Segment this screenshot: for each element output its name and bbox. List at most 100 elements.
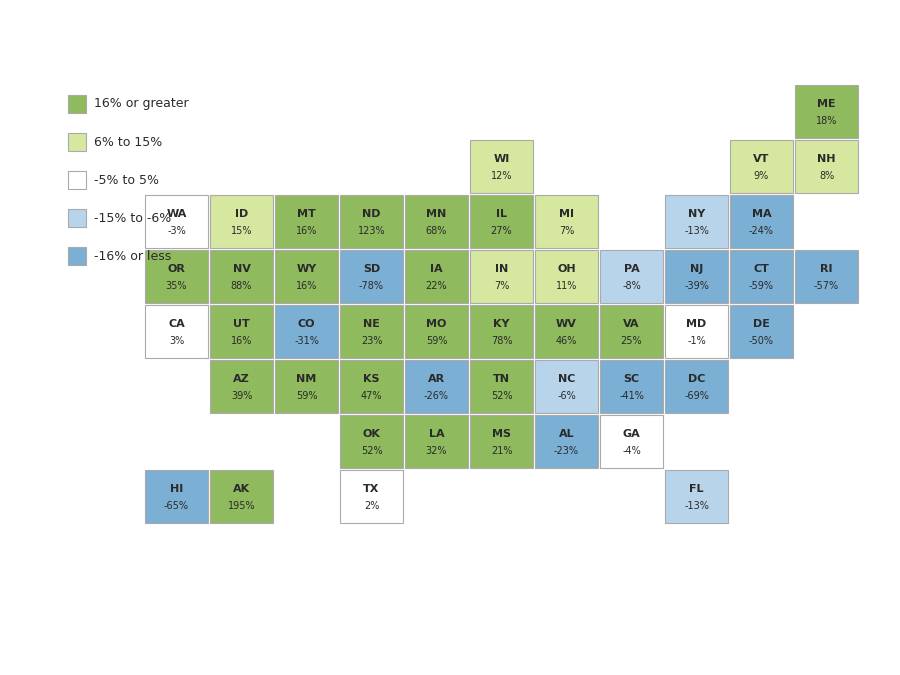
Bar (145, 470, 208, 523)
Text: -24%: -24% (749, 226, 774, 236)
Text: UT: UT (233, 319, 250, 329)
Text: -1%: -1% (687, 336, 706, 346)
Text: WY: WY (296, 264, 317, 274)
Bar (470, 250, 533, 303)
Text: 22%: 22% (426, 281, 447, 291)
Bar (730, 140, 793, 193)
Text: 46%: 46% (556, 336, 577, 346)
Bar (535, 360, 598, 413)
Text: 16%: 16% (296, 281, 317, 291)
Text: MS: MS (492, 429, 511, 439)
Bar (730, 305, 793, 358)
Text: IL: IL (496, 209, 507, 219)
Text: 8%: 8% (819, 171, 834, 181)
Text: AR: AR (428, 374, 446, 384)
Text: TN: TN (493, 374, 510, 384)
Bar (470, 140, 533, 193)
Text: -65%: -65% (164, 501, 189, 511)
Bar (145, 195, 208, 248)
Bar (795, 250, 858, 303)
Text: -39%: -39% (684, 281, 709, 291)
Text: 7%: 7% (494, 281, 509, 291)
Text: HI: HI (170, 484, 183, 494)
Bar (535, 415, 598, 468)
Text: NC: NC (558, 374, 575, 384)
Text: 21%: 21% (491, 446, 512, 456)
Bar (535, 250, 598, 303)
Text: -13%: -13% (684, 501, 709, 511)
Text: WA: WA (166, 209, 186, 219)
Text: IN: IN (495, 264, 508, 274)
Bar (470, 305, 533, 358)
Text: -69%: -69% (684, 391, 709, 401)
Text: NM: NM (296, 374, 317, 384)
Bar (405, 195, 468, 248)
Text: -3%: -3% (167, 226, 186, 236)
Bar (275, 195, 338, 248)
Text: -50%: -50% (749, 336, 774, 346)
Bar (145, 305, 208, 358)
Bar (68, 95, 86, 113)
Text: NH: NH (817, 154, 836, 164)
Text: -4%: -4% (622, 446, 641, 456)
Text: CO: CO (298, 319, 315, 329)
Text: 59%: 59% (426, 336, 447, 346)
Text: OR: OR (167, 264, 185, 274)
Text: -15% to -6%: -15% to -6% (94, 211, 171, 225)
Text: 195%: 195% (228, 501, 256, 511)
Text: 25%: 25% (621, 336, 643, 346)
Text: -13%: -13% (684, 226, 709, 236)
Bar (535, 195, 598, 248)
Text: 47%: 47% (361, 391, 382, 401)
Bar (470, 195, 533, 248)
Bar (405, 305, 468, 358)
Text: -8%: -8% (622, 281, 641, 291)
Text: -23%: -23% (554, 446, 579, 456)
Bar (210, 195, 273, 248)
Bar (340, 360, 403, 413)
Text: FL: FL (689, 484, 704, 494)
Bar (405, 250, 468, 303)
Bar (600, 250, 663, 303)
Bar (665, 470, 728, 523)
Text: MN: MN (427, 209, 446, 219)
Text: OK: OK (363, 429, 381, 439)
Text: 3%: 3% (169, 336, 184, 346)
Bar (600, 415, 663, 468)
Text: -41%: -41% (619, 391, 644, 401)
Text: SC: SC (624, 374, 640, 384)
Bar (795, 85, 858, 138)
Text: DE: DE (753, 319, 770, 329)
Bar (68, 247, 86, 265)
Bar (68, 209, 86, 227)
Text: OH: OH (557, 264, 576, 274)
Text: -16% or less: -16% or less (94, 250, 171, 263)
Text: 88%: 88% (230, 281, 252, 291)
Bar (340, 470, 403, 523)
Text: CA: CA (168, 319, 184, 329)
Bar (340, 195, 403, 248)
Bar (340, 305, 403, 358)
Text: 16%: 16% (296, 226, 317, 236)
Bar (68, 133, 86, 151)
Text: 52%: 52% (361, 446, 382, 456)
Text: DC: DC (688, 374, 706, 384)
Bar (730, 250, 793, 303)
Text: ID: ID (235, 209, 248, 219)
Text: -57%: -57% (814, 281, 839, 291)
Bar (210, 360, 273, 413)
Text: -26%: -26% (424, 391, 449, 401)
Bar (665, 195, 728, 248)
Bar (730, 195, 793, 248)
Text: CT: CT (753, 264, 770, 274)
Bar (600, 305, 663, 358)
Text: -78%: -78% (359, 281, 384, 291)
Text: PA: PA (624, 264, 639, 274)
Bar (275, 305, 338, 358)
Text: AK: AK (233, 484, 250, 494)
Text: -59%: -59% (749, 281, 774, 291)
Text: -31%: -31% (294, 336, 319, 346)
Bar (210, 470, 273, 523)
Text: 27%: 27% (491, 226, 512, 236)
Bar (145, 250, 208, 303)
